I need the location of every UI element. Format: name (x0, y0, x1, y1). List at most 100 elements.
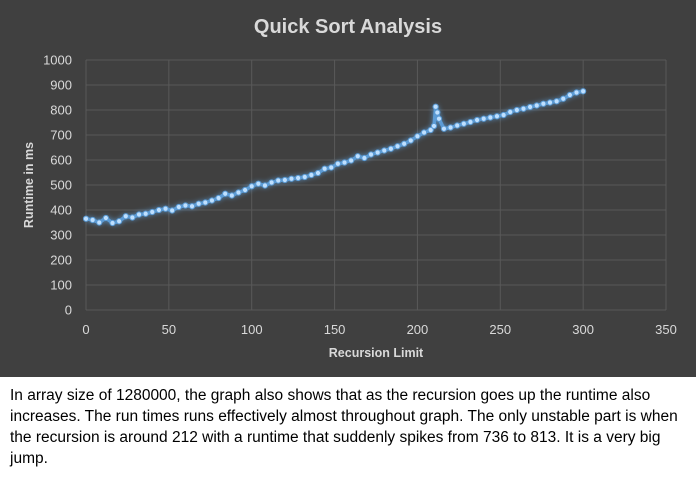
data-point (334, 160, 341, 167)
x-tick-label: 200 (407, 322, 429, 337)
quick-sort-chart: 0 100 200 300 400 500 600 700 800 900 1000 0 50 100 1… (22, 16, 677, 360)
data-point (228, 192, 235, 199)
data-point (467, 118, 474, 126)
data-point (208, 197, 216, 204)
data-point (427, 126, 434, 134)
data-point (354, 153, 361, 160)
data-point (434, 109, 441, 116)
data-point (580, 88, 587, 95)
data-point (480, 115, 487, 122)
data-point (560, 95, 567, 102)
x-tick-label: 150 (324, 322, 346, 337)
data-point (295, 174, 302, 182)
data-point (202, 199, 209, 206)
data-point (255, 180, 262, 187)
x-tick-label: 50 (162, 322, 176, 337)
data-point (89, 216, 96, 224)
data-point (407, 137, 414, 144)
chart-description: In array size of 1280000, the graph also… (10, 387, 678, 467)
data-point (500, 111, 507, 119)
data-point (520, 105, 527, 112)
data-point (507, 108, 514, 116)
data-point (142, 210, 149, 217)
data-point (414, 133, 421, 140)
y-tick-label: 100 (50, 278, 72, 293)
y-tick-label: 200 (50, 253, 72, 268)
data-point (348, 157, 355, 164)
data-point (241, 186, 249, 194)
x-tick-label: 250 (489, 322, 511, 337)
chart-panel: 0 100 200 300 400 500 600 700 800 900 1000 0 50 100 1… (0, 0, 696, 377)
data-point (460, 120, 467, 127)
data-point (341, 159, 348, 166)
data-point (546, 99, 554, 106)
data-point (215, 194, 222, 202)
data-point (401, 140, 408, 147)
data-point (527, 103, 534, 111)
data-point (533, 102, 540, 109)
data-point (367, 151, 375, 158)
data-point (440, 125, 448, 132)
data-point (432, 103, 439, 110)
data-point (321, 165, 328, 172)
y-tick-label: 800 (50, 103, 72, 118)
data-point (155, 206, 163, 214)
data-point (169, 207, 176, 214)
x-tick-label: 0 (82, 322, 89, 337)
data-point (122, 213, 129, 220)
y-tick-label: 700 (50, 128, 72, 143)
data-point (493, 113, 501, 120)
data-point (268, 179, 275, 186)
data-point (435, 115, 443, 122)
series-runtime (82, 88, 587, 227)
gridlines (85, 59, 667, 311)
data-point (275, 177, 282, 184)
data-point (149, 208, 156, 216)
data-point (361, 154, 368, 162)
data-point (222, 190, 229, 197)
data-point (96, 219, 103, 226)
data-point (394, 143, 401, 150)
y-tick-label: 1000 (43, 53, 72, 68)
chart-title: Quick Sort Analysis (254, 16, 442, 38)
data-point (175, 203, 182, 211)
data-point (188, 203, 196, 210)
data-point (129, 214, 136, 221)
y-axis-label: Runtime in ms (22, 142, 36, 228)
data-point (374, 149, 381, 156)
data-point (387, 145, 395, 152)
data-point (301, 173, 308, 181)
data-point (473, 116, 481, 124)
x-tick-label: 350 (655, 322, 677, 337)
data-point (82, 215, 90, 222)
data-point (381, 147, 388, 154)
data-point (447, 124, 454, 131)
data-point (553, 98, 560, 105)
data-point (328, 164, 335, 171)
data-point (195, 200, 202, 207)
data-point (135, 211, 143, 218)
y-tick-label: 0 (65, 303, 72, 318)
y-tick-label: 600 (50, 153, 72, 168)
data-point (102, 214, 109, 222)
x-tick-label: 100 (241, 322, 263, 337)
data-point (162, 205, 169, 212)
data-point (420, 129, 428, 136)
data-point (513, 106, 520, 114)
y-tick-label: 400 (50, 203, 72, 218)
data-point (109, 219, 116, 227)
data-point (261, 182, 269, 189)
data-point (308, 171, 315, 179)
data-point (235, 189, 242, 196)
y-tick-labels: 0 100 200 300 400 500 600 700 800 900 1000 (43, 53, 72, 318)
data-point (281, 176, 288, 184)
y-tick-label: 900 (50, 78, 72, 93)
data-point (430, 122, 438, 130)
y-tick-label: 300 (50, 228, 72, 243)
data-point (182, 202, 189, 209)
data-point (314, 169, 322, 177)
data-point (573, 89, 580, 96)
data-point (566, 91, 573, 99)
y-tick-label: 500 (50, 178, 72, 193)
data-point (454, 122, 461, 129)
